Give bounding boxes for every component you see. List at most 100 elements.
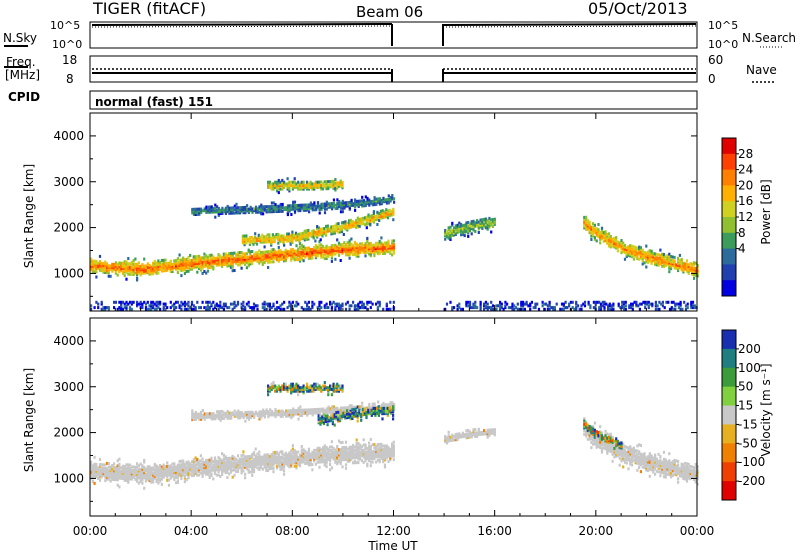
cell xyxy=(278,234,282,238)
cell xyxy=(93,455,96,459)
cell xyxy=(274,256,277,260)
cell xyxy=(198,412,201,416)
cell xyxy=(329,302,332,306)
cell xyxy=(368,445,371,449)
cell xyxy=(606,234,609,238)
cell xyxy=(121,272,125,276)
cell xyxy=(356,218,359,222)
cell xyxy=(152,304,155,308)
cell xyxy=(203,252,206,256)
cell xyxy=(97,265,100,269)
cell xyxy=(235,470,238,474)
cell xyxy=(205,262,208,266)
cell xyxy=(449,300,452,304)
cell xyxy=(348,253,351,257)
cell xyxy=(616,249,619,253)
cell xyxy=(275,306,279,310)
cell xyxy=(120,471,123,475)
cell xyxy=(171,304,174,308)
cell xyxy=(277,464,280,468)
cell xyxy=(91,264,94,268)
cell xyxy=(685,266,689,270)
cell xyxy=(199,266,202,270)
cell xyxy=(97,261,100,265)
cell xyxy=(263,254,266,258)
cell xyxy=(228,259,231,263)
cell xyxy=(237,414,240,418)
cell xyxy=(205,465,208,469)
cell xyxy=(277,206,281,210)
cell xyxy=(353,247,356,251)
cell xyxy=(383,215,386,219)
cell xyxy=(587,300,590,304)
cell xyxy=(332,232,335,235)
cell xyxy=(342,222,345,226)
cell xyxy=(622,246,625,250)
cell xyxy=(359,203,362,206)
cell xyxy=(128,470,132,474)
cell xyxy=(95,275,98,279)
cell xyxy=(253,414,256,418)
cell xyxy=(231,265,234,269)
cell xyxy=(306,187,309,191)
cell xyxy=(636,257,639,261)
cell xyxy=(293,461,296,465)
cell xyxy=(240,302,243,306)
cell xyxy=(155,268,158,272)
cell xyxy=(636,246,639,250)
cell xyxy=(290,412,293,416)
cell xyxy=(114,270,117,273)
cell xyxy=(314,247,317,251)
cell xyxy=(617,304,620,308)
cell xyxy=(221,473,224,477)
cell xyxy=(334,460,337,464)
cell xyxy=(391,244,394,248)
cell xyxy=(329,205,332,209)
cell xyxy=(382,196,385,200)
cell xyxy=(116,268,119,272)
cell xyxy=(237,409,240,413)
cell xyxy=(268,238,271,242)
cell xyxy=(391,194,394,197)
cell xyxy=(650,249,653,253)
cell xyxy=(286,463,289,467)
cell xyxy=(125,477,128,481)
cell xyxy=(608,241,611,244)
cell xyxy=(187,300,190,304)
cell xyxy=(203,466,206,469)
cell xyxy=(632,247,635,251)
cell xyxy=(261,459,264,462)
cell xyxy=(261,462,264,466)
cell xyxy=(270,453,273,456)
cell xyxy=(377,200,380,204)
cell xyxy=(623,250,627,254)
cell xyxy=(304,205,307,209)
cell xyxy=(376,248,379,252)
cell xyxy=(136,469,139,473)
cell xyxy=(634,254,637,258)
cell xyxy=(123,268,126,272)
cell xyxy=(339,230,342,234)
cell xyxy=(381,214,384,218)
cell xyxy=(483,224,486,228)
cell xyxy=(137,467,140,471)
cell xyxy=(144,469,148,473)
cell xyxy=(275,258,279,262)
cell xyxy=(169,464,172,468)
cell xyxy=(357,457,360,461)
cell xyxy=(260,410,263,414)
cell xyxy=(256,466,259,470)
cell xyxy=(321,182,325,186)
cell xyxy=(219,462,222,466)
cell xyxy=(300,207,304,211)
cell xyxy=(369,446,372,450)
cell xyxy=(279,204,282,208)
cell xyxy=(354,208,357,212)
cell xyxy=(93,259,96,263)
cell xyxy=(249,253,252,257)
cell xyxy=(649,302,652,306)
cell xyxy=(226,206,229,210)
cell xyxy=(214,203,217,207)
cell xyxy=(320,187,323,191)
cell xyxy=(180,477,183,481)
